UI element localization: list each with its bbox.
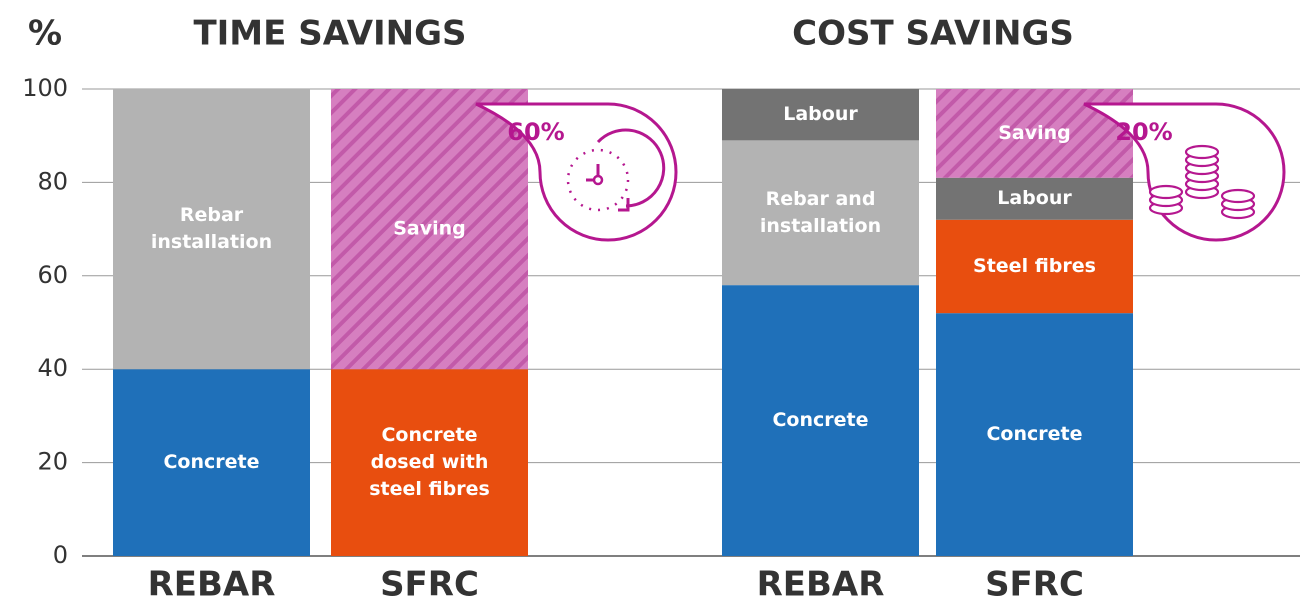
y-tick-label: 80	[37, 167, 68, 195]
bars: Concrete Rebar installation Concrete dosed w…	[113, 89, 1133, 556]
panel-title: COST SAVINGS	[792, 14, 1074, 54]
segment-label: installation	[151, 231, 272, 253]
clock-center	[592, 174, 604, 186]
segment-label: dosed with	[371, 451, 489, 473]
x-tick-label: REBAR	[148, 565, 276, 605]
y-axis-label: %	[28, 14, 62, 54]
bar-segment	[331, 89, 528, 370]
segment-label: Concrete	[986, 423, 1082, 445]
segment-label: Saving	[998, 122, 1071, 144]
bar-segment	[113, 89, 310, 370]
x-tick-label: REBAR	[757, 565, 885, 605]
bar-segment	[113, 369, 310, 556]
clock-arrowhead	[618, 198, 630, 212]
bar-segment	[722, 285, 919, 556]
coin	[1220, 188, 1256, 204]
segment-label: Rebar and	[766, 188, 876, 210]
segment-label: installation	[760, 215, 881, 237]
clock-icon	[566, 148, 630, 212]
badge-shape	[475, 102, 678, 242]
segment-label: Saving	[393, 218, 466, 240]
bar-segment	[936, 313, 1133, 556]
panel-title: TIME SAVINGS	[193, 14, 466, 54]
bar-segment	[722, 140, 919, 286]
segment-label: Steel fibres	[973, 255, 1096, 277]
y-tick-label: 20	[37, 448, 68, 476]
y-tick-label: 40	[37, 354, 68, 382]
clock-arrow	[596, 128, 666, 208]
x-tick-label: SFRC	[380, 565, 479, 605]
bar-segment	[936, 177, 1133, 220]
coin	[1184, 144, 1220, 160]
segment-label: Concrete	[381, 424, 477, 446]
segment-label: Rebar	[180, 204, 244, 226]
badge-text: 60%	[507, 118, 564, 146]
bar-segment	[722, 89, 919, 141]
bar-segment	[936, 219, 1133, 314]
y-tick-label: 60	[37, 261, 68, 289]
badge-text: 20%	[1115, 118, 1172, 146]
bar-segment	[331, 369, 528, 556]
segment-label: steel fibres	[369, 478, 490, 500]
badges: 60% 20%	[475, 102, 1286, 242]
segment-label: Concrete	[772, 409, 868, 431]
coin	[1148, 184, 1184, 200]
y-tick-label: 0	[53, 541, 68, 569]
segment-label: Labour	[997, 187, 1072, 209]
segment-label: Concrete	[163, 451, 259, 473]
x-tick-label: SFRC	[985, 565, 1084, 605]
y-tick-label: 100	[22, 74, 68, 102]
segment-label: Labour	[783, 103, 858, 125]
